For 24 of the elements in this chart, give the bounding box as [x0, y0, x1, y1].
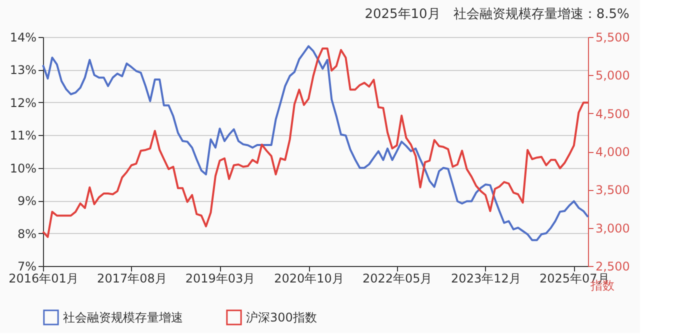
y2-tick-label: 5,000: [596, 68, 630, 83]
y2-tick-label: 5,500: [596, 30, 630, 44]
y-tick-label: 13%: [10, 63, 36, 78]
y-tick-label: 12%: [10, 96, 36, 110]
legend-label: 沪深300指数: [246, 310, 317, 324]
legend-label: 社会融资规模存量增速: [63, 310, 183, 324]
y-tick-label: 7%: [17, 260, 36, 274]
x-tick-label: 2020年10月: [274, 272, 344, 286]
y-tick-label: 10%: [10, 161, 36, 176]
y2-tick-label: 2,500: [596, 260, 630, 274]
x-tick-label: 2019年03月: [185, 272, 256, 286]
y-tick-label: 9%: [17, 194, 36, 208]
y2-tick-label: 3,500: [596, 183, 630, 198]
y2-tick-label: 4,500: [596, 106, 630, 121]
x-tick-label: 2022年05月: [362, 272, 432, 286]
x-tick-label: 2017年08月: [97, 272, 167, 286]
y2-tick-label: 4,000: [596, 145, 630, 159]
y-tick-label: 14%: [10, 30, 36, 44]
x-tick-label: 2016年01月: [8, 272, 78, 286]
x-tick-label: 2023年12月: [451, 272, 521, 286]
y-tick-label: 11%: [10, 128, 36, 143]
y-tick-label: 8%: [17, 226, 36, 241]
y2-tick-label: 3,000: [596, 221, 630, 236]
chart-title: 2025年10月 社会融资规模存量增速：8.5%: [364, 7, 630, 22]
